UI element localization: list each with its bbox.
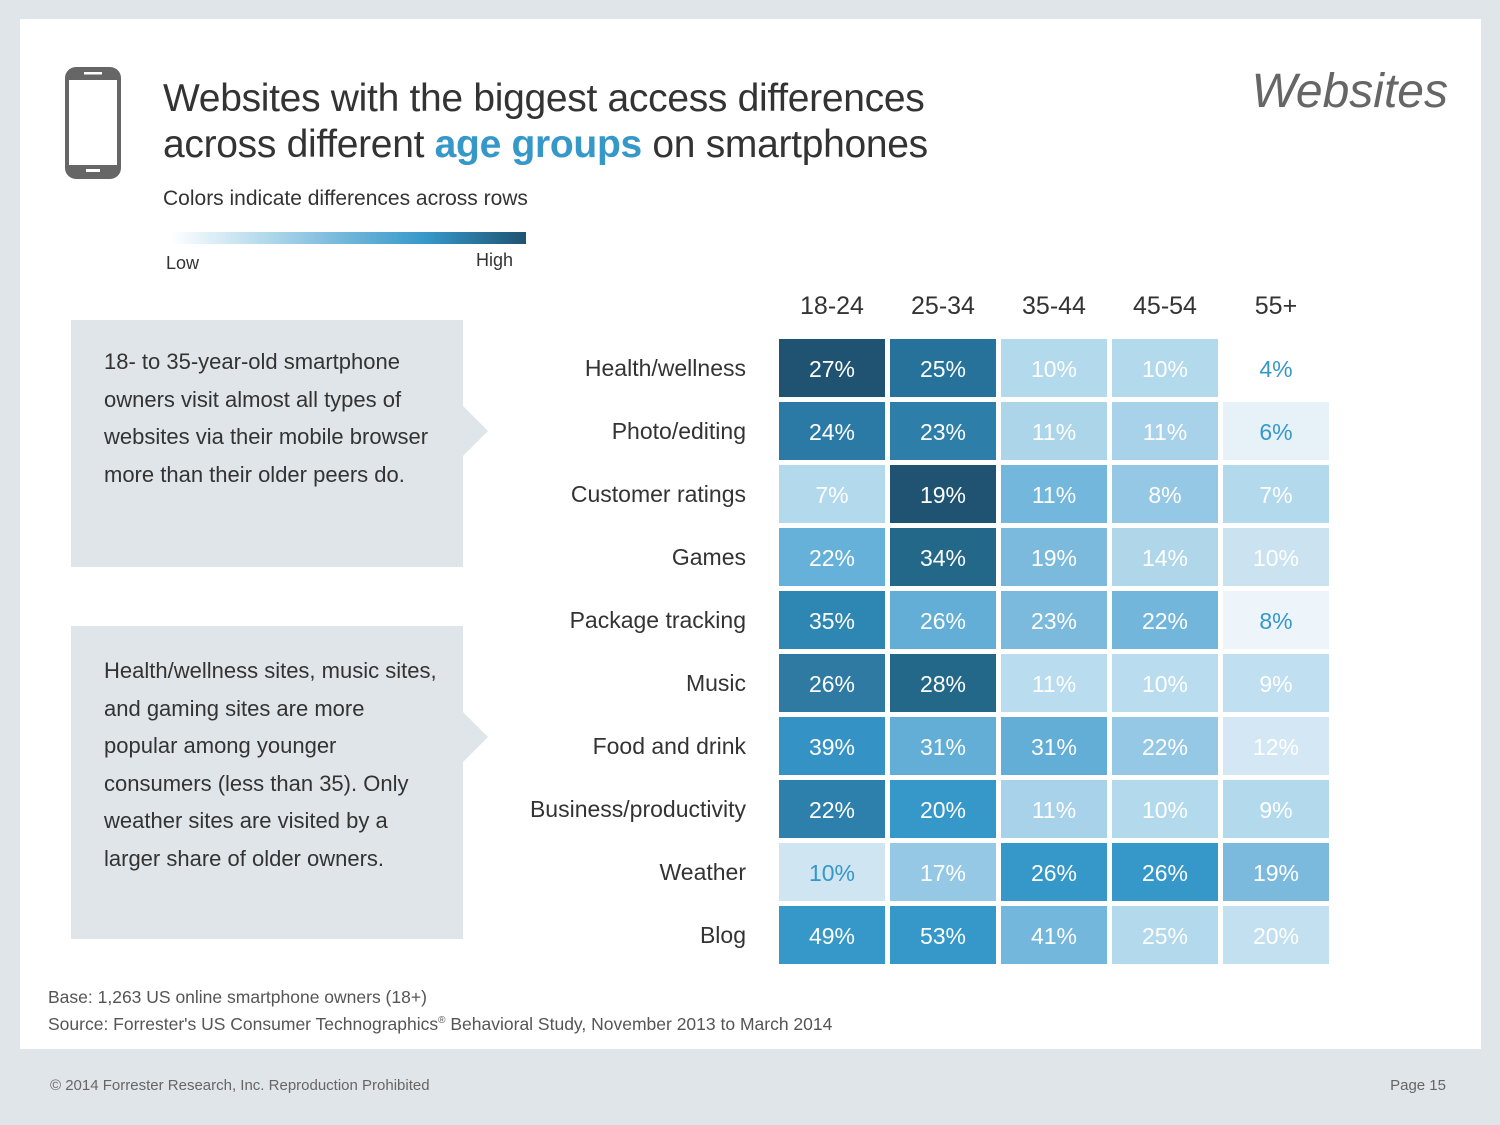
callout-box-1: 18- to 35-year-old smartphone owners vis…: [71, 320, 488, 567]
callout-box-2: Health/wellness sites, music sites, and …: [71, 626, 488, 939]
heatmap-cell: 10%: [1112, 339, 1218, 397]
color-scale-bar: [171, 232, 526, 244]
title-line-1: Websites with the biggest access differe…: [163, 77, 925, 120]
title-highlight: age groups: [434, 123, 643, 166]
smartphone-icon: [65, 67, 121, 179]
row-label: Food and drink: [592, 733, 746, 759]
column-header: 18-24: [800, 292, 864, 320]
column-header: 35-44: [1022, 292, 1086, 320]
column-header: 45-54: [1133, 292, 1197, 320]
heatmap-cell: 31%: [1001, 717, 1107, 775]
row-label: Weather: [659, 859, 746, 885]
heatmap-cell: 41%: [1001, 906, 1107, 964]
heatmap-cell: 10%: [1223, 528, 1329, 586]
heatmap-cell: 22%: [779, 528, 885, 586]
heatmap-cell: 10%: [1112, 654, 1218, 712]
row-label: Photo/editing: [611, 418, 746, 444]
scale-low-label: Low: [166, 253, 200, 273]
heatmap-cell: 4%: [1223, 339, 1329, 397]
heatmap-cell: 20%: [1223, 906, 1329, 964]
title-line-2: across different age groups on smartphon…: [163, 122, 928, 168]
heatmap-cell: 23%: [890, 402, 996, 460]
source-text: Behavioral Study, November 2013 to March…: [445, 1014, 833, 1034]
registered-mark: ®: [438, 1015, 446, 1027]
heatmap-cell: 10%: [1001, 339, 1107, 397]
heatmap-cell: 26%: [1001, 843, 1107, 901]
heatmap-cell: 17%: [890, 843, 996, 901]
heatmap-cell: 27%: [779, 339, 885, 397]
section-label: Websites: [1251, 65, 1448, 118]
callout-text: Health/wellness sites, music sites, and …: [104, 658, 437, 871]
copyright: © 2014 Forrester Research, Inc. Reproduc…: [50, 1077, 430, 1094]
heatmap-cell: 28%: [890, 654, 996, 712]
scale-high-label: High: [476, 250, 514, 270]
callout-text: 18- to 35-year-old smartphone owners vis…: [104, 349, 429, 487]
heatmap-cell: 11%: [1112, 402, 1218, 460]
heatmap-cell: 8%: [1223, 591, 1329, 649]
row-label: Customer ratings: [570, 481, 746, 507]
row-label: Business/productivity: [529, 796, 746, 822]
heatmap-cell: 26%: [890, 591, 996, 649]
row-label: Health/wellness: [584, 355, 746, 381]
heatmap-cell: 24%: [779, 402, 885, 460]
page-title: Websites with the biggest access differe…: [163, 76, 928, 168]
title-text: on smartphones: [641, 123, 928, 166]
column-header: 25-34: [911, 292, 975, 320]
heatmap-cell: 11%: [1001, 780, 1107, 838]
heatmap-cell: 12%: [1223, 717, 1329, 775]
heatmap-cell: 22%: [1112, 591, 1218, 649]
row-label: Games: [671, 544, 746, 570]
heatmap-cell: 35%: [779, 591, 885, 649]
heatmap-cell: 34%: [890, 528, 996, 586]
heatmap-cell: 19%: [1001, 528, 1107, 586]
heatmap-cell: 7%: [779, 465, 885, 523]
row-label: Music: [685, 670, 746, 696]
heatmap-cell: 11%: [1001, 465, 1107, 523]
page-number: Page 15: [1390, 1077, 1446, 1094]
heatmap-cell: 39%: [779, 717, 885, 775]
heatmap-cell: 9%: [1223, 780, 1329, 838]
row-label: Blog: [699, 922, 746, 948]
heatmap-cell: 20%: [890, 780, 996, 838]
source-text: Source: Forrester's US Consumer Technogr…: [48, 1014, 439, 1034]
row-label: Package tracking: [569, 607, 746, 633]
heatmap-cell: 11%: [1001, 654, 1107, 712]
column-header: 55+: [1254, 292, 1298, 320]
heatmap-cell: 19%: [1223, 843, 1329, 901]
heatmap-cell: 14%: [1112, 528, 1218, 586]
heatmap-cell: 7%: [1223, 465, 1329, 523]
heatmap-cell: 10%: [1112, 780, 1218, 838]
heatmap-cell: 22%: [779, 780, 885, 838]
heatmap-cell: 10%: [779, 843, 885, 901]
heatmap-cell: 25%: [1112, 906, 1218, 964]
heatmap-cell: 11%: [1001, 402, 1107, 460]
heatmap-cell: 6%: [1223, 402, 1329, 460]
heatmap-cell: 8%: [1112, 465, 1218, 523]
heatmap-cell: 31%: [890, 717, 996, 775]
chart-subtitle: Colors indicate differences across rows: [163, 187, 528, 210]
heatmap-cell: 25%: [890, 339, 996, 397]
heatmap-cell: 26%: [779, 654, 885, 712]
heatmap-cell: 22%: [1112, 717, 1218, 775]
heatmap-cell: 19%: [890, 465, 996, 523]
heatmap-cell: 53%: [890, 906, 996, 964]
heatmap-cell: 23%: [1001, 591, 1107, 649]
source-note: Source: Forrester's US Consumer Technogr…: [48, 1014, 832, 1035]
heatmap-cell: 49%: [779, 906, 885, 964]
title-text: across different: [163, 123, 435, 166]
heatmap-cell: 26%: [1112, 843, 1218, 901]
base-note: Base: 1,263 US online smartphone owners …: [48, 987, 427, 1007]
heatmap-cell: 9%: [1223, 654, 1329, 712]
